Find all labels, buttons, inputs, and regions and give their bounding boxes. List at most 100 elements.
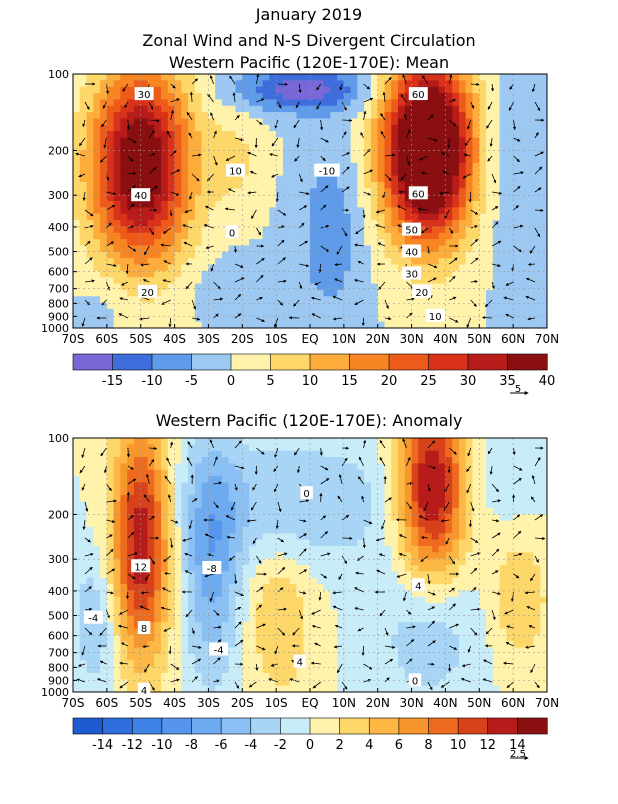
field-cell — [283, 201, 290, 208]
field-cell — [391, 265, 398, 272]
field-cell — [466, 74, 473, 81]
field-cell — [283, 118, 290, 125]
field-cell — [195, 444, 202, 451]
field-cell — [459, 93, 466, 100]
field-cell — [473, 284, 480, 291]
field-cell — [337, 565, 344, 572]
field-cell — [175, 195, 182, 202]
field-cell — [317, 112, 324, 119]
field-cell — [202, 540, 209, 547]
field-cell — [80, 444, 87, 451]
field-cell — [120, 290, 127, 297]
field-cell — [208, 252, 215, 259]
field-cell — [310, 559, 317, 566]
field-cell — [120, 118, 127, 125]
field-cell — [154, 163, 161, 170]
field-cell — [479, 182, 486, 189]
field-cell — [432, 182, 439, 189]
field-cell — [120, 654, 127, 661]
field-cell — [120, 565, 127, 572]
field-cell — [208, 80, 215, 87]
field-cell — [310, 641, 317, 648]
field-cell — [351, 546, 358, 553]
field-cell — [506, 290, 513, 297]
field-cell — [384, 176, 391, 183]
field-cell — [249, 112, 256, 119]
field-cell — [154, 609, 161, 616]
field-cell — [310, 514, 317, 521]
field-cell — [236, 106, 243, 113]
field-cell — [364, 233, 371, 240]
field-cell — [222, 125, 229, 132]
field-cell — [303, 214, 310, 221]
field-cell — [120, 138, 127, 145]
field-cell — [432, 131, 439, 138]
field-cell — [296, 309, 303, 316]
field-cell — [520, 290, 527, 297]
field-cell — [195, 125, 202, 132]
field-cell — [276, 457, 283, 464]
field-cell — [290, 144, 297, 151]
field-cell — [479, 201, 486, 208]
field-cell — [378, 309, 385, 316]
field-cell — [73, 622, 80, 629]
field-cell — [364, 309, 371, 316]
field-cell — [141, 654, 148, 661]
field-cell — [344, 99, 351, 106]
field-cell — [269, 163, 276, 170]
field-cell — [283, 112, 290, 119]
field-cell — [540, 138, 547, 145]
field-cell — [520, 138, 527, 145]
field-cell — [208, 138, 215, 145]
field-cell — [418, 106, 425, 113]
field-cell — [520, 163, 527, 170]
field-cell — [303, 590, 310, 597]
field-cell — [405, 163, 412, 170]
field-cell — [242, 201, 249, 208]
field-cell — [168, 201, 175, 208]
field-cell — [195, 220, 202, 227]
field-cell — [473, 150, 480, 157]
field-cell — [357, 616, 364, 623]
field-cell — [87, 163, 94, 170]
field-cell — [506, 157, 513, 164]
field-cell — [330, 521, 337, 528]
field-cell — [93, 654, 100, 661]
field-cell — [107, 150, 114, 157]
field-cell — [466, 125, 473, 132]
field-cell — [154, 457, 161, 464]
field-cell — [330, 214, 337, 221]
field-cell — [188, 195, 195, 202]
field-cell — [283, 673, 290, 680]
field-cell — [432, 188, 439, 195]
field-cell — [134, 258, 141, 265]
field-cell — [269, 571, 276, 578]
field-cell — [154, 508, 161, 515]
field-cell — [412, 150, 419, 157]
field-cell — [229, 616, 236, 623]
field-cell — [256, 284, 263, 291]
field-cell — [452, 131, 459, 138]
field-cell — [215, 521, 222, 528]
field-cell — [391, 290, 398, 297]
field-cell — [229, 463, 236, 470]
field-cell — [520, 112, 527, 119]
field-cell — [93, 131, 100, 138]
field-cell — [181, 233, 188, 240]
field-cell — [324, 296, 331, 303]
field-cell — [296, 565, 303, 572]
field-cell — [310, 195, 317, 202]
field-cell — [412, 131, 419, 138]
field-cell — [439, 112, 446, 119]
field-cell — [310, 144, 317, 151]
field-cell — [100, 277, 107, 284]
field-cell — [120, 552, 127, 559]
field-cell — [256, 125, 263, 132]
field-cell — [310, 578, 317, 585]
field-cell — [344, 508, 351, 515]
field-cell — [154, 315, 161, 322]
field-cell — [87, 195, 94, 202]
field-cell — [202, 508, 209, 515]
field-cell — [310, 99, 317, 106]
field-cell — [93, 508, 100, 515]
